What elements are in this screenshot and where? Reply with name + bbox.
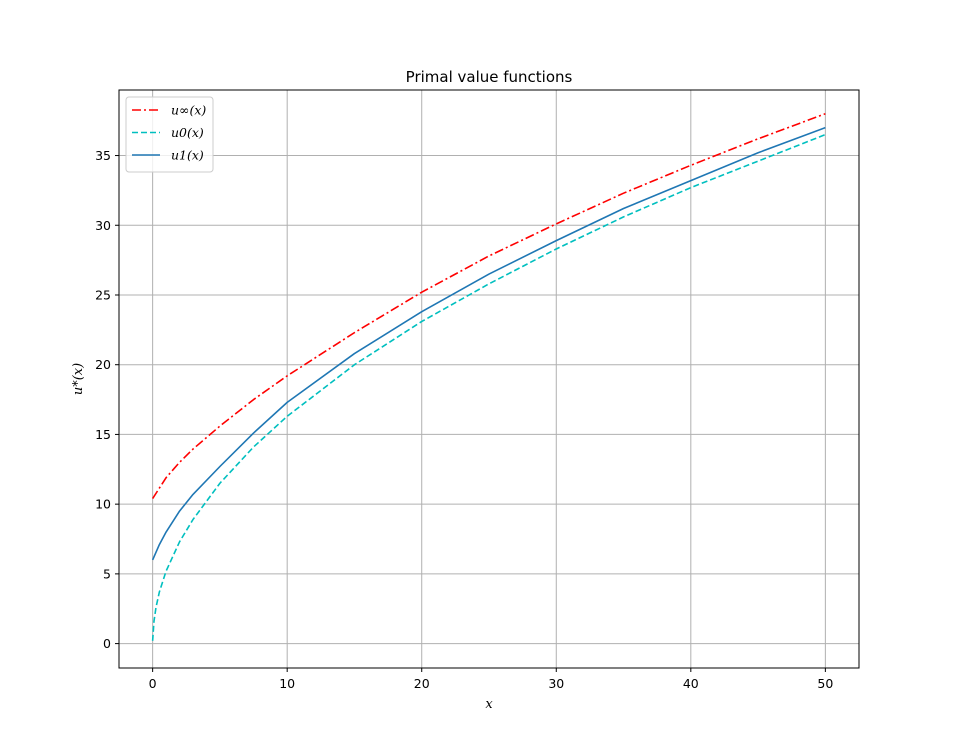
series-line-2 [151,126,826,561]
y-axis-label: u*(x) [71,363,86,395]
legend-label-2: u1(x) [171,148,204,163]
y-tick-label: 10 [95,497,111,512]
x-tick-label: 20 [414,676,430,691]
y-tick-label: 35 [95,148,111,163]
x-tick-label: 40 [683,676,699,691]
x-axis-label: x [485,697,493,712]
x-tick-label: 0 [149,676,157,691]
legend-label-0: u∞(x) [171,103,206,118]
y-tick-label: 5 [103,566,111,581]
x-tick-label: 50 [817,676,833,691]
legend-box [125,96,214,173]
series-layer [151,112,826,641]
series-line-0 [151,112,826,500]
y-tick-label: 30 [95,218,111,233]
grid [119,90,859,668]
plot-frame [118,89,860,669]
legend-label-1: u0(x) [171,125,204,140]
chart-title: Primal value functions [406,68,573,86]
axis-ticks: 0 10 20 30 40 50 0 5 10 15 20 25 30 35 [95,148,833,691]
legend: u∞(x) u0(x) u1(x) [125,96,214,173]
y-tick-label: 0 [103,636,111,651]
series-line-1 [151,133,826,641]
y-tick-label: 20 [95,357,111,372]
x-tick-label: 10 [279,676,295,691]
x-tick-label: 30 [548,676,564,691]
y-tick-label: 25 [95,287,111,302]
y-tick-label: 15 [95,427,111,442]
